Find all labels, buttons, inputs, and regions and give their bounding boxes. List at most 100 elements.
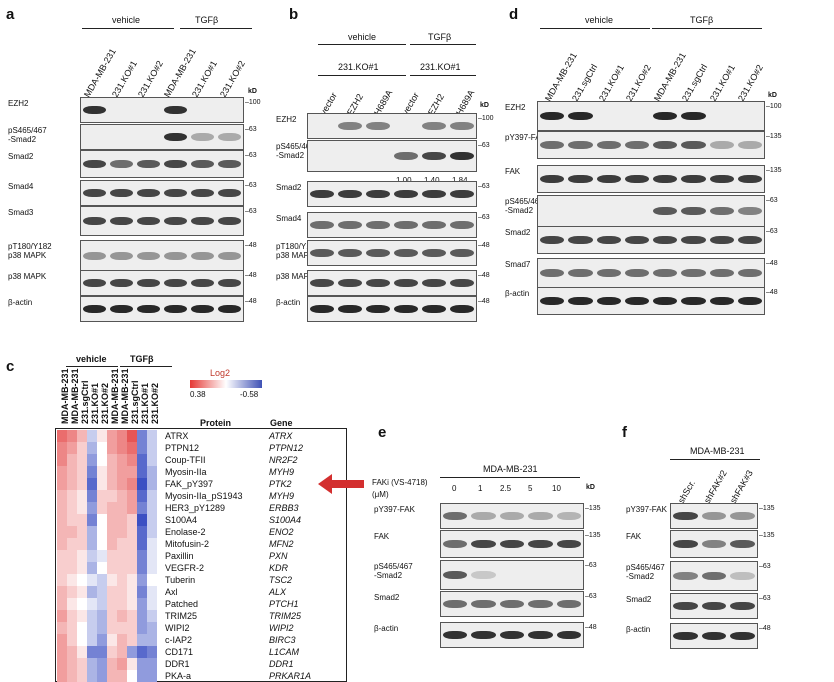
panel-f-row-kd: –48 bbox=[759, 625, 771, 632]
heatmap-cell bbox=[137, 478, 147, 490]
heatmap-cell bbox=[97, 562, 107, 574]
band bbox=[596, 175, 621, 183]
band bbox=[681, 297, 706, 305]
heatmap-cell bbox=[117, 526, 127, 538]
panel-f-row-label: pY397-FAK bbox=[626, 505, 667, 514]
heatmap-cell bbox=[117, 442, 127, 454]
band bbox=[422, 122, 446, 130]
band bbox=[450, 122, 474, 130]
heatmap-cell bbox=[77, 562, 87, 574]
band bbox=[338, 221, 362, 229]
heatmap-gene-label: MYH9 bbox=[269, 491, 295, 501]
band bbox=[471, 631, 496, 639]
heatmap-cell bbox=[67, 598, 77, 610]
heatmap-cell bbox=[97, 598, 107, 610]
heatmap-cell bbox=[117, 454, 127, 466]
panel-a-label: a bbox=[6, 6, 15, 23]
band bbox=[737, 175, 762, 183]
heatmap-cell bbox=[87, 634, 97, 646]
panel-d-lane-4: 231.KO#2 bbox=[624, 62, 653, 103]
heatmap-cell bbox=[147, 574, 157, 586]
heatmap-column-label: MDA-MB-231 bbox=[110, 368, 120, 424]
heatmap-protein-label: Myosin-IIa bbox=[165, 467, 207, 477]
panel-e-treatment: FAKi (VS-4718) bbox=[372, 478, 428, 487]
band bbox=[83, 279, 106, 287]
heatmap-cell bbox=[57, 610, 67, 622]
panel-b-row-label: Smad2 bbox=[276, 183, 302, 192]
band bbox=[83, 189, 106, 197]
heatmap-cell bbox=[57, 586, 67, 598]
heatmap-cell bbox=[87, 562, 97, 574]
heatmap-cell bbox=[77, 442, 87, 454]
heatmap-cell bbox=[87, 430, 97, 442]
heatmap-cell bbox=[87, 490, 97, 502]
panel-b-blot-3 bbox=[307, 181, 477, 207]
heatmap-cell bbox=[57, 550, 67, 562]
heatmap-cell bbox=[97, 478, 107, 490]
heatmap-cell bbox=[117, 550, 127, 562]
band bbox=[310, 249, 334, 257]
heatmap-cell bbox=[147, 550, 157, 562]
band bbox=[499, 540, 525, 548]
panel-c-protein-header: Protein bbox=[200, 418, 232, 428]
heatmap-cell bbox=[147, 598, 157, 610]
heatmap-cell bbox=[87, 646, 97, 658]
band bbox=[681, 112, 706, 120]
band bbox=[310, 221, 334, 229]
heatmap-cell bbox=[97, 622, 107, 634]
band bbox=[110, 252, 133, 260]
heatmap-cell bbox=[97, 454, 107, 466]
band bbox=[394, 152, 418, 160]
heatmap-protein-label: Tuberin bbox=[165, 575, 196, 585]
heatmap-cell bbox=[87, 538, 97, 550]
heatmap-gene-label: NR2F2 bbox=[269, 455, 298, 465]
heatmap-cell bbox=[147, 490, 157, 502]
panel-d-blot-1 bbox=[537, 101, 765, 131]
band bbox=[709, 269, 734, 277]
panel-d-row-label: β-actin bbox=[505, 289, 530, 298]
heatmap-cell bbox=[107, 646, 117, 658]
panel-b-row-label: Smad4 bbox=[276, 214, 302, 223]
band bbox=[673, 512, 698, 520]
panel-d-row-label: pY397-FAK bbox=[505, 133, 546, 142]
heatmap-cell bbox=[147, 514, 157, 526]
panel-e-unit: (μM) bbox=[372, 490, 389, 499]
heatmap-cell bbox=[107, 442, 117, 454]
panel-a-blot-6 bbox=[80, 240, 244, 272]
heatmap-cell bbox=[147, 562, 157, 574]
heatmap-cell bbox=[87, 670, 97, 682]
panel-d-blot-6 bbox=[537, 258, 765, 288]
panel-a-row-label: Smad2 bbox=[8, 152, 34, 161]
heatmap-protein-label: PKA-a bbox=[165, 671, 192, 681]
heatmap-gene-label: PTK2 bbox=[269, 479, 292, 489]
heatmap-cell bbox=[127, 514, 137, 526]
heatmap-cell bbox=[67, 550, 77, 562]
band bbox=[528, 512, 553, 520]
panel-d-row-label: pS465/467 -Smad2 bbox=[505, 197, 544, 215]
band bbox=[137, 252, 160, 260]
heatmap-cell bbox=[67, 610, 77, 622]
panel-b-blot-7 bbox=[307, 296, 477, 322]
panel-b-row-kd: –63 bbox=[478, 142, 490, 149]
band bbox=[218, 305, 241, 313]
band bbox=[737, 207, 762, 215]
panel-f-row-kd: –135 bbox=[759, 505, 775, 512]
heatmap-cell bbox=[67, 490, 77, 502]
heatmap-protein-label: c-IAP2 bbox=[165, 635, 193, 645]
band bbox=[540, 141, 565, 149]
panel-b-row-label: pT180/Y182 p38 MAPK bbox=[276, 242, 320, 260]
heatmap-protein-label: Paxillin bbox=[165, 551, 194, 561]
heatmap-cell bbox=[97, 610, 107, 622]
band bbox=[673, 540, 698, 548]
heatmap-cell bbox=[77, 586, 87, 598]
heatmap-cell bbox=[107, 670, 117, 682]
band bbox=[653, 175, 678, 183]
band bbox=[394, 190, 418, 198]
band bbox=[624, 175, 649, 183]
heatmap-cell bbox=[107, 550, 117, 562]
band bbox=[137, 305, 160, 313]
band bbox=[443, 600, 468, 608]
band bbox=[556, 600, 581, 608]
band bbox=[681, 175, 706, 183]
heatmap-column-label: MDA-MB-231 bbox=[120, 368, 130, 424]
